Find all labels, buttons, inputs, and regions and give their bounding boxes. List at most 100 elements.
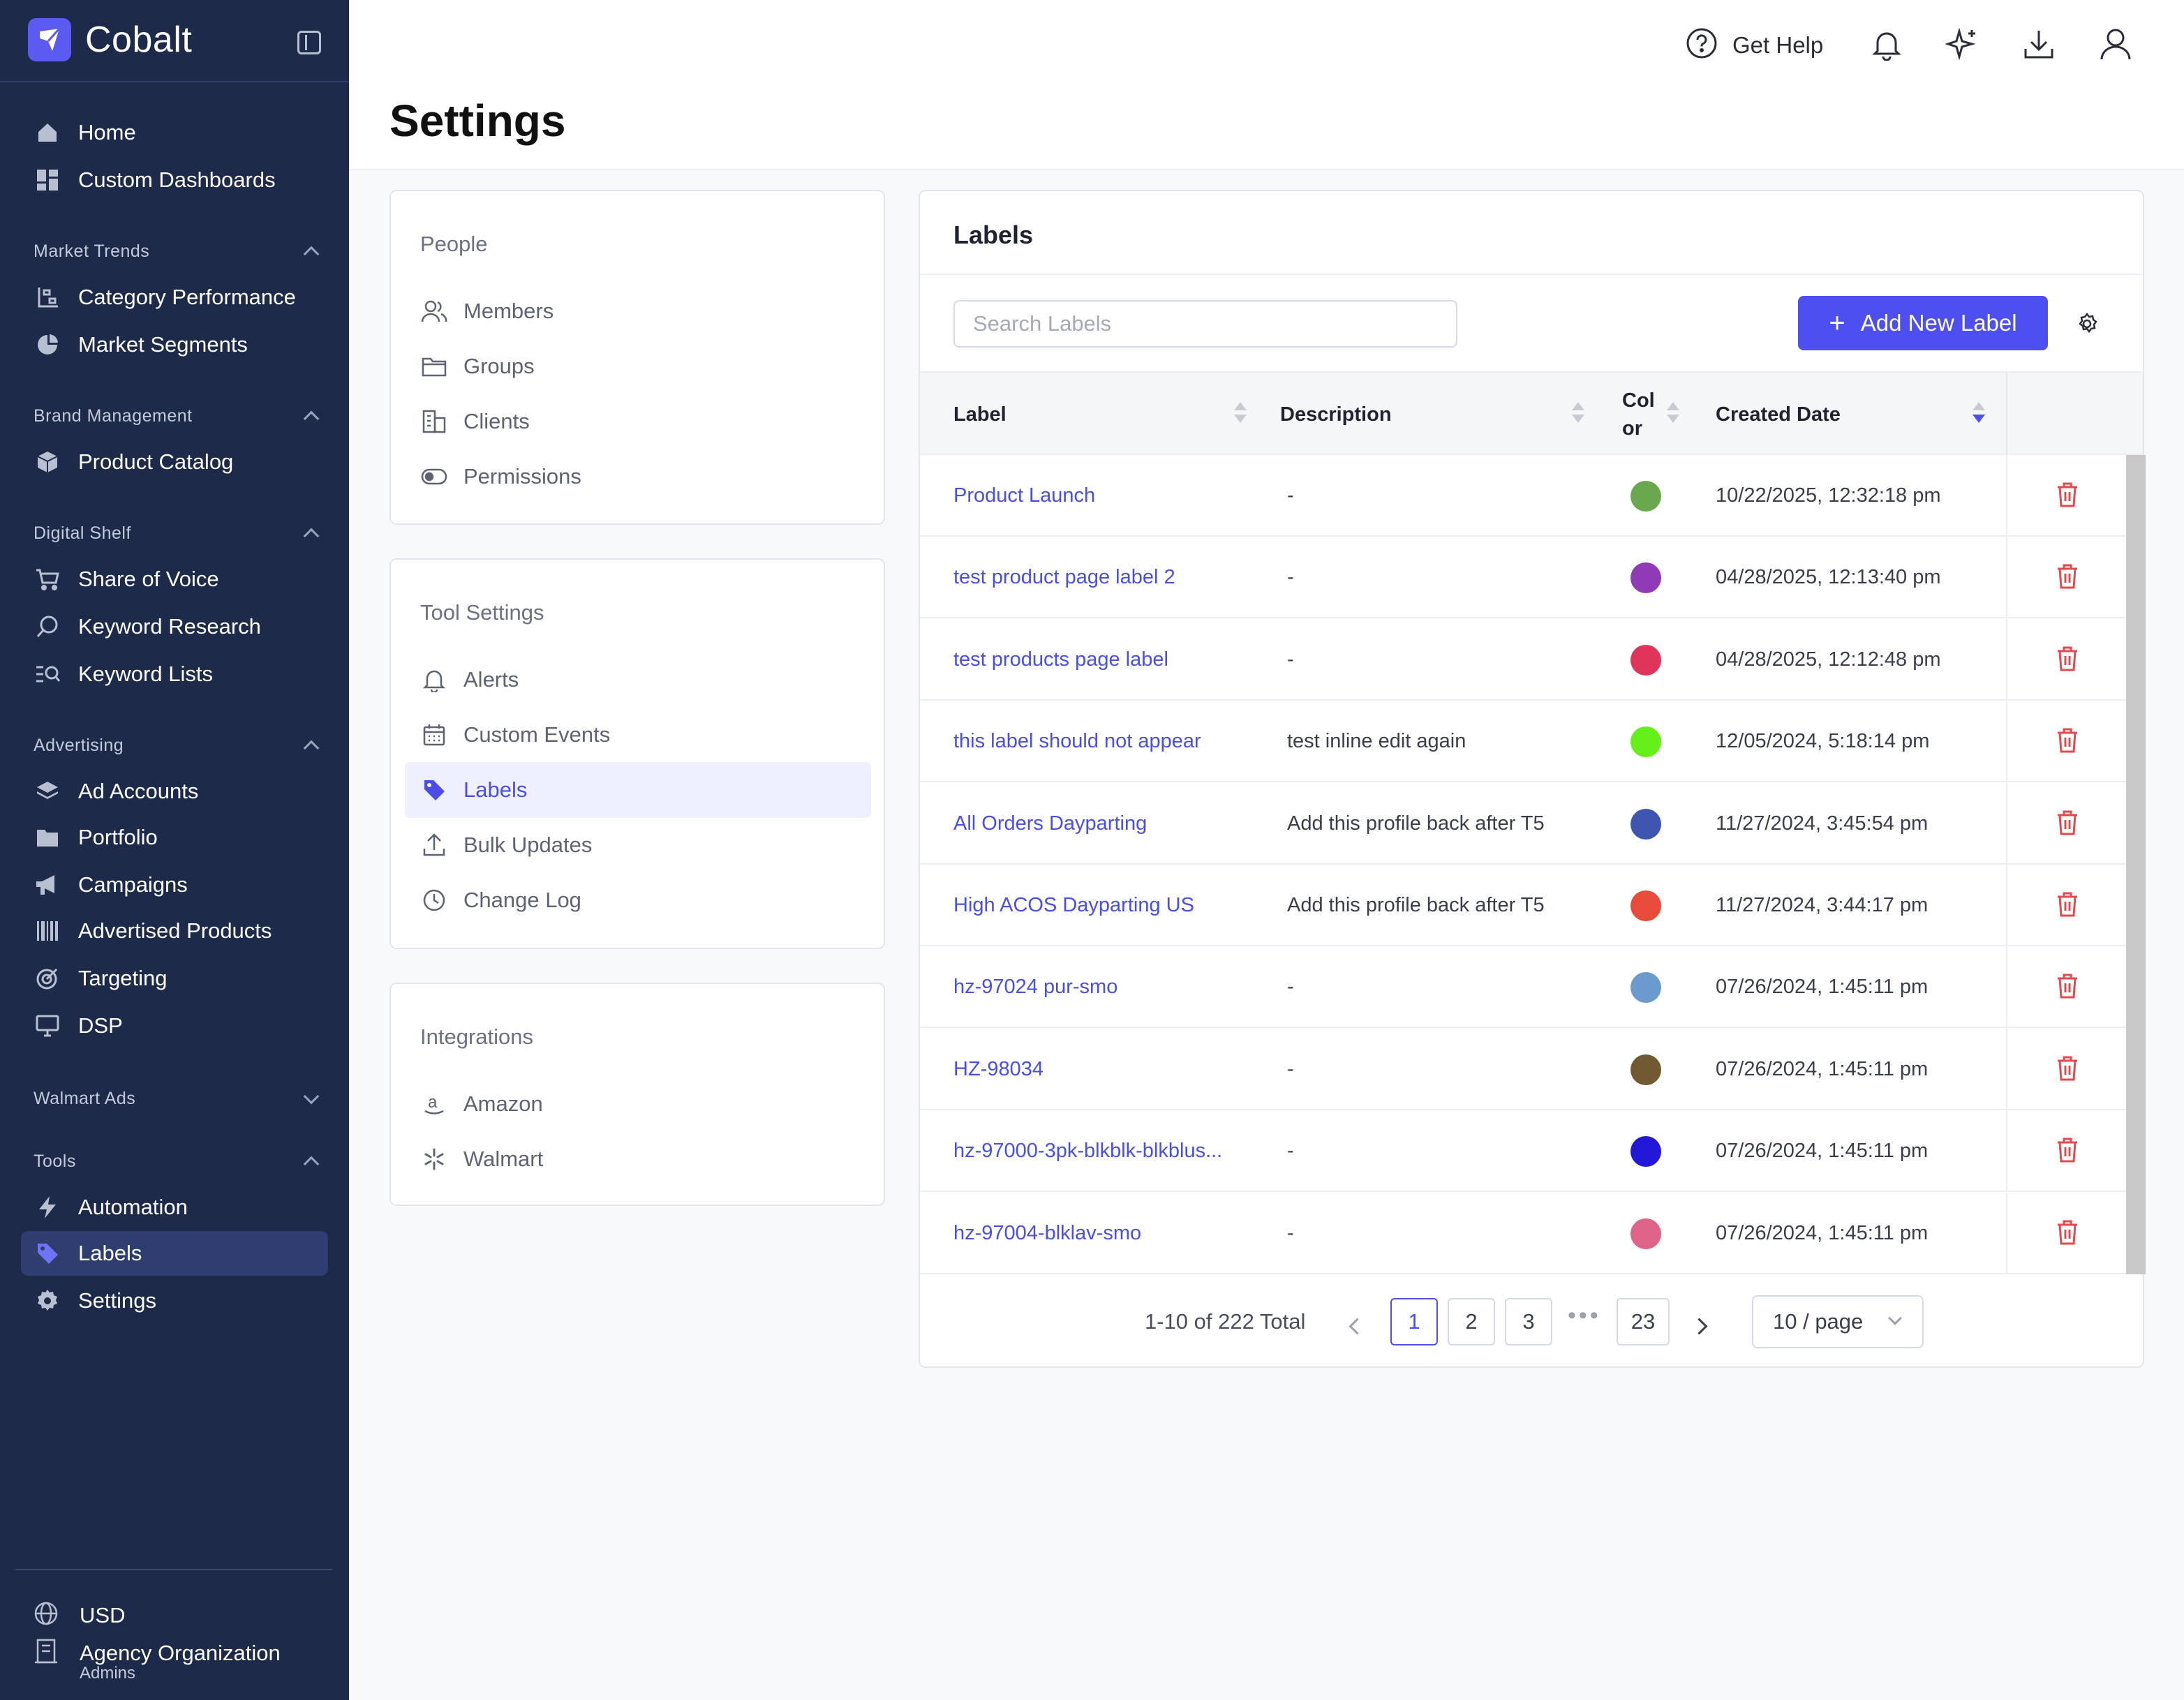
- trash-icon[interactable]: [2055, 1055, 2083, 1083]
- label-name-link[interactable]: Product Launch: [953, 484, 1096, 507]
- section-walmart-ads[interactable]: Walmart Ads: [34, 1084, 321, 1112]
- table-row[interactable]: High ACOS Dayparting US Add this profile …: [920, 865, 2126, 946]
- label-name-link[interactable]: All Orders Dayparting: [953, 812, 1147, 835]
- download-icon[interactable]: [2021, 27, 2056, 61]
- label-description[interactable]: -: [1287, 648, 1294, 671]
- section-advertising[interactable]: Advertising: [34, 731, 321, 759]
- label-description[interactable]: -: [1287, 1221, 1294, 1244]
- sidebar-item-home[interactable]: Home: [21, 110, 328, 155]
- section-tools[interactable]: Tools: [34, 1147, 321, 1175]
- label-description[interactable]: -: [1287, 976, 1294, 999]
- label-color-swatch[interactable]: [1630, 726, 1661, 758]
- trash-icon[interactable]: [2055, 973, 2083, 1001]
- sort-description-icon[interactable]: [1572, 402, 1584, 427]
- table-row[interactable]: this label should not appear test inline …: [920, 701, 2126, 783]
- label-color-swatch[interactable]: [1630, 890, 1661, 921]
- search-labels-input[interactable]: [953, 300, 1457, 348]
- settings-menu-alerts[interactable]: Alerts: [405, 652, 871, 708]
- sparkle-icon[interactable]: [1945, 27, 1979, 61]
- label-description[interactable]: -: [1287, 484, 1294, 507]
- page-button-2[interactable]: 2: [1448, 1298, 1495, 1345]
- label-color-swatch[interactable]: [1630, 562, 1661, 594]
- label-description[interactable]: -: [1287, 566, 1294, 589]
- label-name-link[interactable]: hz-97000-3pk-blkblk-blkblus...: [953, 1140, 1223, 1163]
- settings-menu-bulk-updates[interactable]: Bulk Updates: [405, 817, 871, 873]
- settings-menu-members[interactable]: Members: [405, 283, 871, 339]
- label-description[interactable]: -: [1287, 1057, 1294, 1080]
- next-page-icon[interactable]: [1692, 1315, 1713, 1336]
- sidebar-item-market-segments[interactable]: Market Segments: [21, 322, 328, 367]
- trash-icon[interactable]: [2055, 727, 2083, 755]
- label-color-swatch[interactable]: [1630, 644, 1661, 676]
- table-row[interactable]: hz-97000-3pk-blkblk-blkblus... - 07/26/202…: [920, 1110, 2126, 1193]
- table-row[interactable]: hz-97004-blklav-smo - 07/26/2024, 1:45:11 …: [920, 1192, 2126, 1274]
- sort-color-icon[interactable]: [1667, 402, 1679, 427]
- gear-icon[interactable]: [2073, 310, 2101, 338]
- bell-icon[interactable]: [1869, 27, 1904, 61]
- label-color-swatch[interactable]: [1630, 481, 1661, 512]
- organization-selector[interactable]: Agency Organization: [34, 1637, 281, 1669]
- user-icon[interactable]: [2098, 27, 2133, 61]
- label-description[interactable]: Add this profile back after T5: [1287, 812, 1545, 835]
- sidebar-item-share-of-voice[interactable]: Share of Voice: [21, 557, 328, 602]
- sidebar-item-product-catalog[interactable]: Product Catalog: [21, 440, 328, 484]
- settings-menu-change-log[interactable]: Change Log: [405, 872, 871, 928]
- table-scrollbar[interactable]: [2126, 455, 2146, 1274]
- trash-icon[interactable]: [2055, 563, 2083, 591]
- settings-menu-walmart[interactable]: Walmart: [405, 1131, 871, 1187]
- settings-menu-amazon[interactable]: a Amazon: [405, 1076, 871, 1132]
- label-name-link[interactable]: test products page label: [953, 648, 1168, 671]
- add-new-label-button[interactable]: + Add New Label: [1798, 296, 2048, 350]
- sort-created-date-icon[interactable]: [1973, 402, 1985, 427]
- label-color-swatch[interactable]: [1630, 1218, 1661, 1249]
- sidebar-item-labels[interactable]: Labels: [21, 1231, 328, 1276]
- label-color-swatch[interactable]: [1630, 1054, 1661, 1085]
- collapse-sidebar-icon[interactable]: [297, 31, 321, 54]
- section-digital-shelf[interactable]: Digital Shelf: [34, 519, 321, 547]
- label-name-link[interactable]: High ACOS Dayparting US: [953, 894, 1194, 916]
- table-row[interactable]: HZ-98034 - 07/26/2024, 1:45:11 pm: [920, 1028, 2126, 1110]
- label-name-link[interactable]: hz-97024 pur-smo: [953, 976, 1118, 999]
- label-description[interactable]: -: [1287, 1140, 1294, 1163]
- trash-icon[interactable]: [2055, 810, 2083, 837]
- trash-icon[interactable]: [2055, 1137, 2083, 1165]
- label-description[interactable]: test inline edit again: [1287, 730, 1466, 753]
- get-help-button[interactable]: Get Help: [1685, 27, 1823, 64]
- table-row[interactable]: test product page label 2 - 04/28/2025, 12…: [920, 537, 2126, 619]
- sidebar-item-ad-accounts[interactable]: Ad Accounts: [21, 769, 328, 814]
- table-row[interactable]: hz-97024 pur-smo - 07/26/2024, 1:45:11 pm: [920, 946, 2126, 1029]
- page-button-last[interactable]: 23: [1617, 1298, 1670, 1345]
- label-name-link[interactable]: hz-97004-blklav-smo: [953, 1221, 1142, 1244]
- sidebar-item-targeting[interactable]: Targeting: [21, 956, 328, 1001]
- sidebar-item-advertised-products[interactable]: Advertised Products: [21, 909, 328, 953]
- pagination-ellipsis[interactable]: •••: [1568, 1302, 1601, 1329]
- label-name-link[interactable]: test product page label 2: [953, 566, 1175, 589]
- label-color-swatch[interactable]: [1630, 1136, 1661, 1168]
- section-market-trends[interactable]: Market Trends: [34, 237, 321, 265]
- label-description[interactable]: Add this profile back after T5: [1287, 894, 1545, 916]
- sidebar-item-portfolio[interactable]: Portfolio: [21, 815, 328, 860]
- sidebar-item-keyword-research[interactable]: Keyword Research: [21, 604, 328, 649]
- settings-menu-groups[interactable]: Groups: [405, 338, 871, 394]
- trash-icon[interactable]: [2055, 891, 2083, 919]
- previous-page-icon[interactable]: [1346, 1315, 1367, 1336]
- settings-menu-clients[interactable]: Clients: [405, 394, 871, 449]
- sidebar-item-category-performance[interactable]: Category Performance: [21, 275, 328, 320]
- sidebar-item-campaigns[interactable]: Campaigns: [21, 863, 328, 907]
- sidebar-item-dsp[interactable]: DSP: [21, 1004, 328, 1048]
- sidebar-item-keyword-lists[interactable]: Keyword Lists: [21, 652, 328, 696]
- page-button-3[interactable]: 3: [1505, 1298, 1552, 1345]
- label-color-swatch[interactable]: [1630, 972, 1661, 1004]
- label-name-link[interactable]: this label should not appear: [953, 730, 1201, 753]
- trash-icon[interactable]: [2055, 646, 2083, 673]
- settings-menu-labels[interactable]: Labels: [405, 762, 871, 818]
- sidebar-item-automation[interactable]: Automation: [21, 1185, 328, 1230]
- trash-icon[interactable]: [2055, 1219, 2083, 1247]
- section-brand-management[interactable]: Brand Management: [34, 402, 321, 430]
- label-name-link[interactable]: HZ-98034: [953, 1057, 1043, 1080]
- trash-icon[interactable]: [2055, 482, 2083, 509]
- sort-label-icon[interactable]: [1234, 402, 1247, 427]
- table-row[interactable]: Product Launch - 10/22/2025, 12:32:18 pm: [920, 455, 2126, 537]
- settings-menu-permissions[interactable]: Permissions: [405, 449, 871, 505]
- sidebar-item-settings[interactable]: Settings: [21, 1278, 328, 1323]
